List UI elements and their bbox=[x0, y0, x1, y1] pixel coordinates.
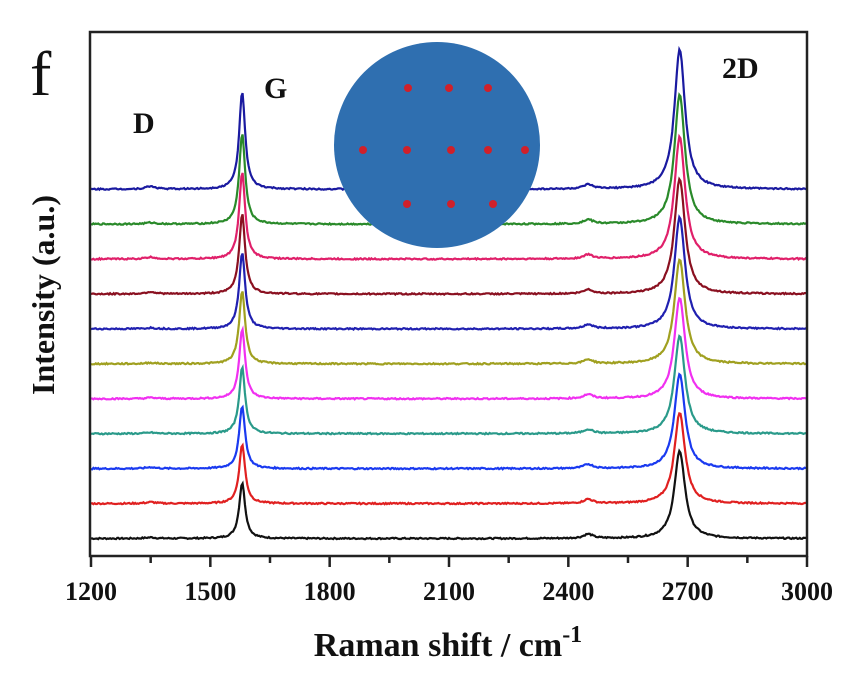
measurement-spot bbox=[484, 84, 492, 92]
measurement-spot bbox=[403, 146, 411, 154]
x-tick-label: 3000 bbox=[781, 577, 833, 606]
trace-spot-11 bbox=[90, 448, 808, 541]
x-axis-ticks: 1200 1500 1800 2100 2400 2700 3000 bbox=[65, 556, 833, 606]
annotation-G: G bbox=[264, 72, 287, 105]
measurement-spot bbox=[484, 146, 492, 154]
trace-spot-7 bbox=[90, 296, 808, 401]
trace-spot-6 bbox=[90, 258, 808, 366]
x-tick-label: 1800 bbox=[304, 577, 356, 606]
spectra-traces bbox=[90, 45, 808, 541]
trace-spot-10 bbox=[90, 411, 807, 506]
trace-spot-4 bbox=[90, 176, 808, 297]
wafer-circle bbox=[334, 42, 540, 248]
wafer-inset bbox=[334, 42, 540, 248]
x-tick-label: 1500 bbox=[184, 577, 236, 606]
x-tick-label: 2700 bbox=[662, 577, 714, 606]
panel-label: f bbox=[30, 38, 52, 109]
measurement-spot bbox=[447, 146, 455, 154]
x-tick-label: 2100 bbox=[423, 577, 475, 606]
trace-spot-5 bbox=[90, 214, 807, 331]
measurement-spot bbox=[359, 146, 367, 154]
measurement-spot bbox=[404, 84, 412, 92]
measurement-spot bbox=[447, 200, 455, 208]
measurement-spot bbox=[403, 200, 411, 208]
measurement-spot bbox=[445, 84, 453, 92]
measurement-spot bbox=[521, 146, 529, 154]
x-tick-label: 1200 bbox=[65, 577, 117, 606]
x-tick-label: 2400 bbox=[542, 577, 594, 606]
x-axis-label: Raman shift / cm-1 bbox=[314, 622, 582, 664]
trace-spot-8 bbox=[90, 334, 808, 436]
x-axis-label-text: Raman shift / cm bbox=[314, 627, 562, 664]
annotation-2D: 2D bbox=[722, 52, 759, 85]
trace-spot-9 bbox=[90, 372, 808, 471]
trace-spot-3 bbox=[90, 133, 807, 262]
measurement-spot bbox=[489, 200, 497, 208]
annotation-D: D bbox=[133, 107, 155, 140]
x-axis-label-superscript: -1 bbox=[562, 622, 582, 648]
y-axis-label: Intensity (a.u.) bbox=[25, 195, 61, 395]
